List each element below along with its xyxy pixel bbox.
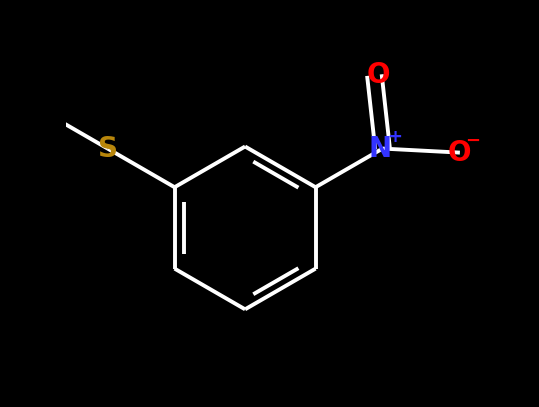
- Text: S: S: [98, 135, 118, 162]
- Text: −: −: [465, 132, 480, 150]
- Text: N: N: [369, 135, 392, 162]
- Text: +: +: [387, 128, 402, 146]
- Text: O: O: [367, 61, 390, 89]
- Text: O: O: [448, 139, 472, 166]
